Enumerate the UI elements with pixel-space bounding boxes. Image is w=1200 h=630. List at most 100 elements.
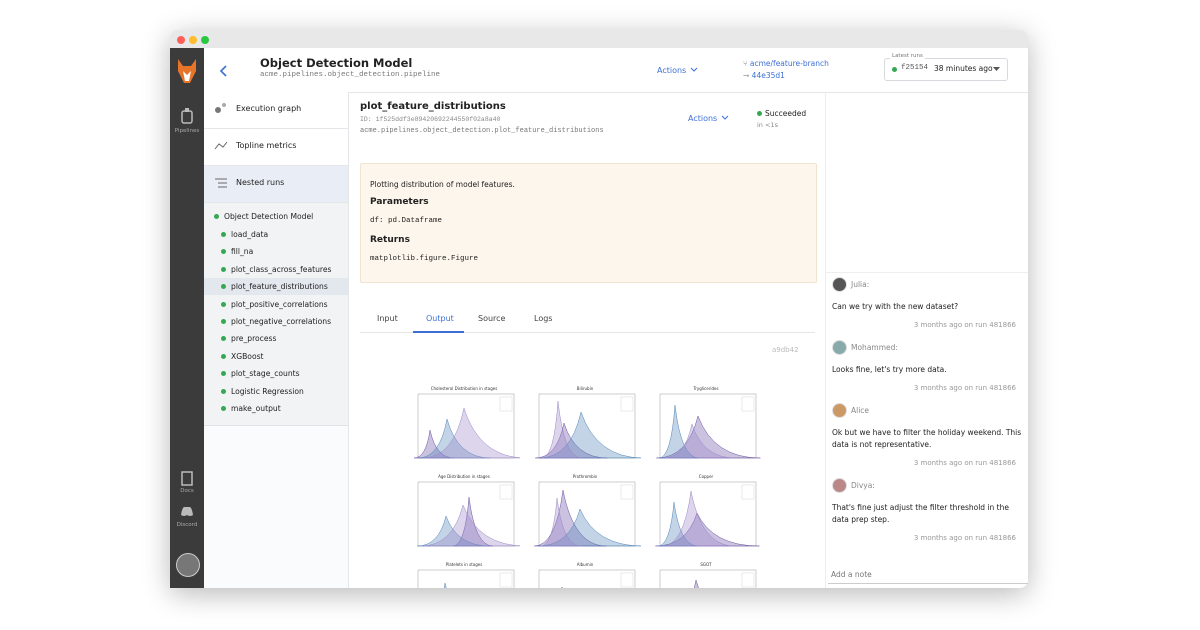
- density-curve: [538, 508, 641, 547]
- tree-label[interactable]: make_output: [231, 404, 281, 413]
- tree-label[interactable]: XGBoost: [231, 351, 264, 361]
- tabs-divider: [360, 332, 815, 333]
- nav-label[interactable]: Execution graph: [236, 104, 302, 113]
- close-button[interactable]: [177, 36, 185, 44]
- subplot-legend: [499, 484, 513, 500]
- output-figure: Cholesterol Distribution in stages Biliru…: [400, 380, 775, 588]
- branch-name[interactable]: acme/feature-branch: [749, 59, 829, 68]
- status-dot: [221, 388, 226, 394]
- runs-tree-panel: [204, 203, 348, 426]
- tree-label[interactable]: pre_process: [231, 334, 277, 344]
- tree-item[interactable]: plot_stage_counts: [204, 365, 348, 382]
- status-dot: [892, 67, 897, 72]
- add-note-input[interactable]: Add a note: [831, 570, 872, 579]
- density-curve: [422, 407, 520, 459]
- subplot: Bilirubin: [535, 386, 641, 459]
- chevron: [721, 115, 729, 120]
- tree-item[interactable]: plot_negative_correlations: [204, 313, 348, 330]
- run-id: f25154: [901, 64, 929, 72]
- run-time: 38 minutes ago: [934, 64, 993, 73]
- minimize-button[interactable]: [189, 36, 197, 44]
- tree-label[interactable]: plot_negative_correlations: [231, 317, 332, 326]
- tree-item[interactable]: Logistic Regression: [204, 383, 348, 400]
- branch-link[interactable]: ⑂ acme/feature-branch: [743, 59, 829, 68]
- back-button[interactable]: [219, 64, 229, 78]
- pipeline-title: Object Detection Model: [260, 56, 413, 70]
- avatar: [832, 403, 847, 418]
- tree-item[interactable]: plot_feature_distributions: [204, 278, 348, 296]
- discord-icon[interactable]: [179, 506, 195, 518]
- comment: Alice Ok but we have to filter the holida…: [832, 403, 1026, 467]
- tab[interactable]: Input: [377, 314, 398, 323]
- zoom-button[interactable]: [201, 36, 209, 44]
- docs-icon[interactable]: [180, 471, 194, 486]
- comment-meta: 3 months ago on run 481866: [913, 534, 1016, 542]
- tab-underline: [413, 331, 464, 333]
- tab[interactable]: Logs: [534, 314, 553, 323]
- commit-hash[interactable]: 44e35d1: [751, 71, 785, 80]
- tree-label[interactable]: Logistic Regression: [231, 386, 304, 396]
- sidebar-label[interactable]: Discord: [176, 522, 198, 528]
- tree-item[interactable]: make_output: [204, 400, 348, 417]
- tree-item[interactable]: plot_positive_correlations: [204, 296, 348, 313]
- run-actions[interactable]: Actions: [688, 114, 718, 123]
- tree-item[interactable]: Object Detection Model: [204, 208, 348, 225]
- subplot-title: Platelets in stages: [446, 562, 483, 567]
- right-panel-border: [825, 93, 826, 588]
- density-curve: [541, 400, 583, 459]
- subplot: Prothrombin: [534, 474, 641, 547]
- status-dot: [214, 214, 219, 219]
- run-name: plot_feature_distributions: [360, 101, 506, 112]
- density-curve: [421, 504, 520, 547]
- logo[interactable]: [176, 57, 198, 85]
- tree-label[interactable]: Object Detection Model: [224, 212, 314, 221]
- sidebar-label[interactable]: Docs: [180, 488, 194, 494]
- subplot: SGOT: [659, 562, 757, 588]
- commit-link[interactable]: ⊸ 44e35d1: [743, 71, 785, 80]
- tab[interactable]: Source: [478, 314, 506, 323]
- comment-author: Divya:: [851, 481, 875, 490]
- status-dot: [221, 266, 226, 272]
- nav-item[interactable]: Execution graph: [204, 92, 348, 129]
- nav-label[interactable]: Topline metrics: [236, 141, 297, 150]
- subplot-title: Albumin: [577, 562, 594, 567]
- density-curve: [561, 586, 563, 588]
- tree-label[interactable]: plot_positive_correlations: [231, 299, 328, 309]
- nav-label[interactable]: Nested runs: [236, 178, 285, 187]
- pipelines-icon[interactable]: [180, 108, 194, 124]
- nav-item[interactable]: Nested runs: [204, 166, 348, 203]
- density-curve: [539, 411, 641, 459]
- tab[interactable]: Output: [426, 314, 454, 323]
- latest-runs-select[interactable]: [884, 58, 1008, 81]
- avatar: [832, 478, 847, 493]
- density-curve: [417, 515, 490, 547]
- tree-item[interactable]: fill_na: [204, 243, 348, 260]
- tree-label[interactable]: plot_stage_counts: [231, 369, 300, 379]
- comments-divider: [826, 272, 1028, 273]
- comment: Mohammed: Looks fine, let's try more data…: [832, 340, 1026, 392]
- tree-label[interactable]: fill_na: [231, 247, 254, 257]
- status-dot: [221, 371, 226, 377]
- sidebar-label[interactable]: Pipelines: [174, 128, 200, 134]
- density-curve: [693, 579, 699, 588]
- user-avatar[interactable]: [176, 553, 200, 577]
- nav-item[interactable]: Topline metrics: [204, 129, 348, 166]
- density-curve: [540, 497, 582, 547]
- tree-label[interactable]: plot_class_across_features: [231, 264, 332, 274]
- actions-menu[interactable]: Actions: [657, 66, 687, 75]
- tree-item[interactable]: load_data: [204, 226, 348, 243]
- comment-text: That's fine just adjust the filter thres…: [832, 503, 1009, 524]
- app-sidebar: [170, 48, 204, 588]
- tree-label[interactable]: plot_feature_distributions: [231, 282, 328, 292]
- tree-item[interactable]: plot_class_across_features: [204, 261, 348, 278]
- subplot-title: Bilirubin: [577, 386, 594, 391]
- status-dot: [221, 319, 226, 324]
- tree-item[interactable]: XGBoost: [204, 348, 348, 365]
- tree-label[interactable]: load_data: [231, 230, 269, 239]
- comment-meta: 3 months ago on run 481866: [913, 384, 1016, 392]
- subplot: Tryglicerides: [656, 386, 761, 459]
- dropdown-caret: [993, 67, 1000, 71]
- subplot: Cholesterol Distribution in stages: [413, 386, 520, 459]
- tree-item[interactable]: pre_process: [204, 330, 348, 347]
